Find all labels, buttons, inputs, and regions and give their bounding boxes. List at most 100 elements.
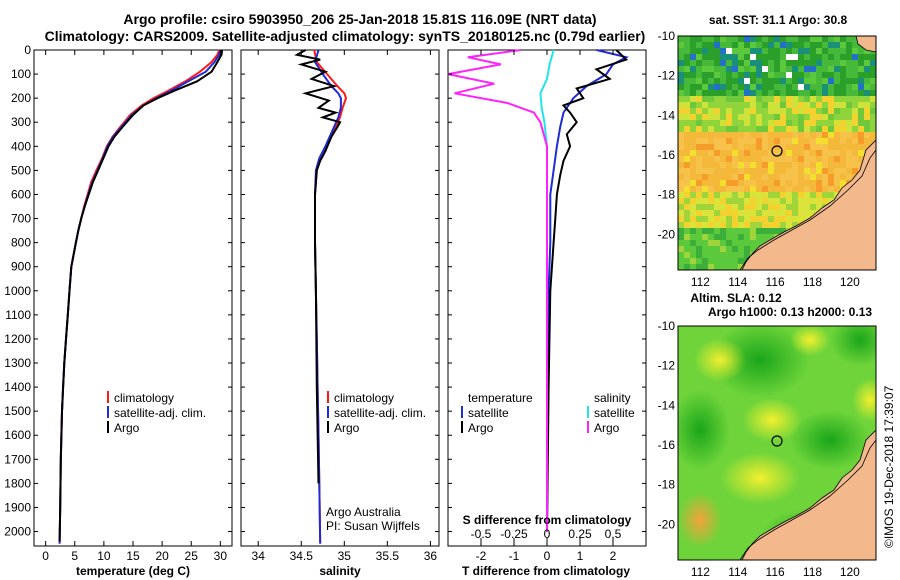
- sst-cell: [714, 210, 720, 216]
- sst-cell: [810, 150, 816, 156]
- sst-cell: [852, 96, 858, 102]
- sst-cell: [714, 72, 720, 78]
- sst-cell: [792, 66, 798, 72]
- sst-cell: [852, 48, 858, 54]
- sst-cell: [768, 210, 774, 216]
- map-y-tick-label: -12: [658, 69, 676, 83]
- sst-cell: [744, 156, 750, 162]
- sst-cell: [804, 138, 810, 144]
- sst-cell: [756, 48, 762, 54]
- sst-cell: [750, 198, 756, 204]
- sst-cell: [768, 48, 774, 54]
- sst-cell: [816, 120, 822, 126]
- sst-cell: [858, 78, 864, 84]
- sst-cell: [792, 108, 798, 114]
- sst-cell: [804, 48, 810, 54]
- legend-s-argo: Argo: [594, 421, 620, 435]
- sla-map-title: Altim. SLA: 0.12: [690, 291, 782, 305]
- sst-cell: [810, 192, 816, 198]
- sst-cell: [690, 180, 696, 186]
- sst-cell: [762, 72, 768, 78]
- sst-cell: [768, 138, 774, 144]
- sst-cell: [720, 258, 726, 264]
- sst-cell: [714, 192, 720, 198]
- salinity-xlabel: salinity: [319, 564, 361, 578]
- sst-cell: [762, 138, 768, 144]
- sst-cell: [690, 126, 696, 132]
- sst-cell: [858, 72, 864, 78]
- sst-cell: [702, 180, 708, 186]
- sst-cell: [840, 108, 846, 114]
- sst-cell: [852, 78, 858, 84]
- sst-cell: [774, 198, 780, 204]
- series-climatology: [58, 49, 221, 544]
- sst-cell: [756, 66, 762, 72]
- sst-cell: [780, 186, 786, 192]
- sst-cell: [738, 216, 744, 222]
- sst-cell: [792, 96, 798, 102]
- sst-cell: [780, 108, 786, 114]
- sst-cell: [792, 210, 798, 216]
- x-tick-label: 10: [97, 549, 111, 563]
- sst-cell: [720, 252, 726, 258]
- sst-cell: [726, 150, 732, 156]
- sst-cell: [810, 96, 816, 102]
- sst-cell: [714, 252, 720, 258]
- sst-cell: [834, 162, 840, 168]
- sst-cell: [762, 228, 768, 234]
- sst-cell: [822, 108, 828, 114]
- sst-cell: [840, 48, 846, 54]
- sst-cell: [804, 156, 810, 162]
- sst-cell: [750, 138, 756, 144]
- sst-cell: [786, 102, 792, 108]
- sst-cell: [810, 138, 816, 144]
- sst-cell: [714, 126, 720, 132]
- y-tick-label: 300: [11, 115, 31, 129]
- sst-cell: [702, 192, 708, 198]
- difference-legend: temperature satellite Argo salinity sate…: [461, 391, 635, 435]
- sst-cell: [726, 192, 732, 198]
- sst-cell: [738, 234, 744, 240]
- sst-cell: [684, 90, 690, 96]
- map-y-tick-label: -10: [658, 29, 676, 43]
- sst-cell: [732, 120, 738, 126]
- sst-cell: [678, 180, 684, 186]
- sst-cell: [684, 84, 690, 90]
- sst-cell: [822, 174, 828, 180]
- sst-cell: [840, 90, 846, 96]
- sst-cell: [852, 60, 858, 66]
- sst-cell: [732, 264, 738, 270]
- sst-cell: [792, 168, 798, 174]
- sst-cell: [708, 48, 714, 54]
- sst-cell: [798, 138, 804, 144]
- sst-cell: [684, 234, 690, 240]
- sst-map-frame: [677, 35, 877, 271]
- sst-cell: [690, 90, 696, 96]
- sst-cell: [786, 222, 792, 228]
- sst-cell: [792, 216, 798, 222]
- sst-cell: [762, 156, 768, 162]
- sst-cell: [846, 36, 852, 42]
- sst-cell: [780, 174, 786, 180]
- sst-cell: [786, 138, 792, 144]
- sst-cell: [762, 96, 768, 102]
- sst-cell: [708, 72, 714, 78]
- sst-cell: [816, 180, 822, 186]
- sst-cell: [804, 66, 810, 72]
- sst-cell: [810, 168, 816, 174]
- credit-line-2: PI: Susan Wijffels: [326, 519, 420, 533]
- sst-cell: [750, 66, 756, 72]
- sst-cell: [750, 60, 756, 66]
- sst-cell: [828, 96, 834, 102]
- sst-cell: [768, 162, 774, 168]
- sst-cell: [864, 108, 870, 114]
- sst-cell: [774, 48, 780, 54]
- sst-cell: [702, 54, 708, 60]
- sst-cell: [714, 216, 720, 222]
- sst-cell: [756, 174, 762, 180]
- sst-cell: [702, 132, 708, 138]
- sst-cell: [768, 66, 774, 72]
- y-tick-label: 800: [11, 236, 31, 250]
- sst-cell: [804, 204, 810, 210]
